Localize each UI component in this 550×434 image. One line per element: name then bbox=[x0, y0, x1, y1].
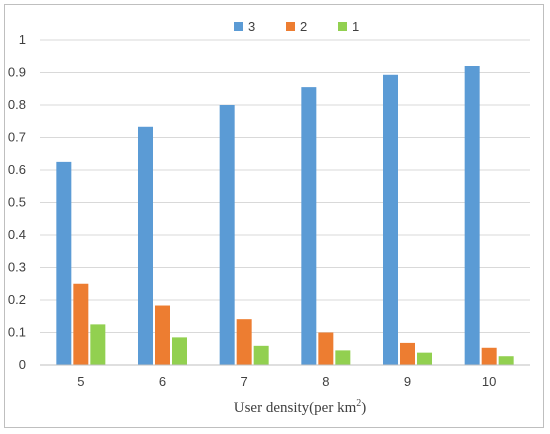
y-tick-label: 0.2 bbox=[8, 292, 26, 307]
bar-series-2-cat-9 bbox=[400, 342, 415, 365]
bar-series-3-cat-7 bbox=[219, 105, 235, 365]
x-axis-label: User density(per km2) bbox=[234, 398, 366, 416]
bar-series-1-cat-10 bbox=[498, 356, 514, 365]
y-tick-label: 1 bbox=[19, 32, 26, 47]
y-axis: 0 0.1 0.2 0.3 0.4 0.5 0.6 0.7 0.8 0.9 1 bbox=[8, 32, 26, 372]
y-tick-label: 0 bbox=[19, 357, 26, 372]
legend-swatch-1 bbox=[338, 22, 347, 31]
y-tick-label: 0.1 bbox=[8, 325, 26, 340]
bar-series-1-cat-6 bbox=[172, 337, 187, 365]
bar-series-3-cat-9 bbox=[383, 74, 398, 366]
y-tick-label: 0.3 bbox=[8, 260, 26, 275]
bar-series-1-cat-9 bbox=[417, 352, 432, 365]
y-tick-label: 0.7 bbox=[8, 130, 26, 145]
bar-series-2-cat-5 bbox=[73, 283, 89, 365]
y-tick-label: 0.8 bbox=[8, 97, 26, 112]
legend-swatch-2 bbox=[286, 22, 295, 31]
legend-label-1: 1 bbox=[352, 19, 359, 34]
x-tick-label: 10 bbox=[482, 374, 496, 389]
bar-series-1-cat-8 bbox=[335, 350, 351, 365]
legend-swatch-3 bbox=[234, 22, 243, 31]
x-axis: 5 6 7 8 9 10 bbox=[40, 364, 530, 389]
bar-series-2-cat-6 bbox=[155, 305, 170, 365]
bar-series-3-cat-5 bbox=[56, 161, 72, 365]
bar-series-3-cat-8 bbox=[301, 87, 317, 365]
bar-series-3-cat-10 bbox=[464, 66, 480, 365]
bar-series-2-cat-8 bbox=[318, 332, 334, 365]
legend-label-2: 2 bbox=[300, 19, 307, 34]
x-tick-label: 7 bbox=[241, 374, 248, 389]
legend-label-3: 3 bbox=[248, 19, 255, 34]
x-tick-label: 9 bbox=[404, 374, 411, 389]
x-tick-label: 5 bbox=[77, 374, 84, 389]
bar-series-2-cat-7 bbox=[236, 319, 252, 365]
y-tick-label: 0.4 bbox=[8, 227, 26, 242]
x-tick-label: 8 bbox=[322, 374, 329, 389]
bar-series-3-cat-6 bbox=[138, 126, 153, 366]
gridlines bbox=[40, 39, 530, 333]
y-tick-label: 0.5 bbox=[8, 195, 26, 210]
legend: 3 2 1 bbox=[234, 19, 359, 34]
x-tick-label: 6 bbox=[159, 374, 166, 389]
y-tick-label: 0.9 bbox=[8, 65, 26, 80]
bar-series-2-cat-10 bbox=[481, 347, 497, 365]
bars bbox=[56, 66, 514, 366]
y-tick-label: 0.6 bbox=[8, 162, 26, 177]
bar-series-1-cat-5 bbox=[90, 324, 106, 365]
bar-series-1-cat-7 bbox=[253, 345, 269, 365]
